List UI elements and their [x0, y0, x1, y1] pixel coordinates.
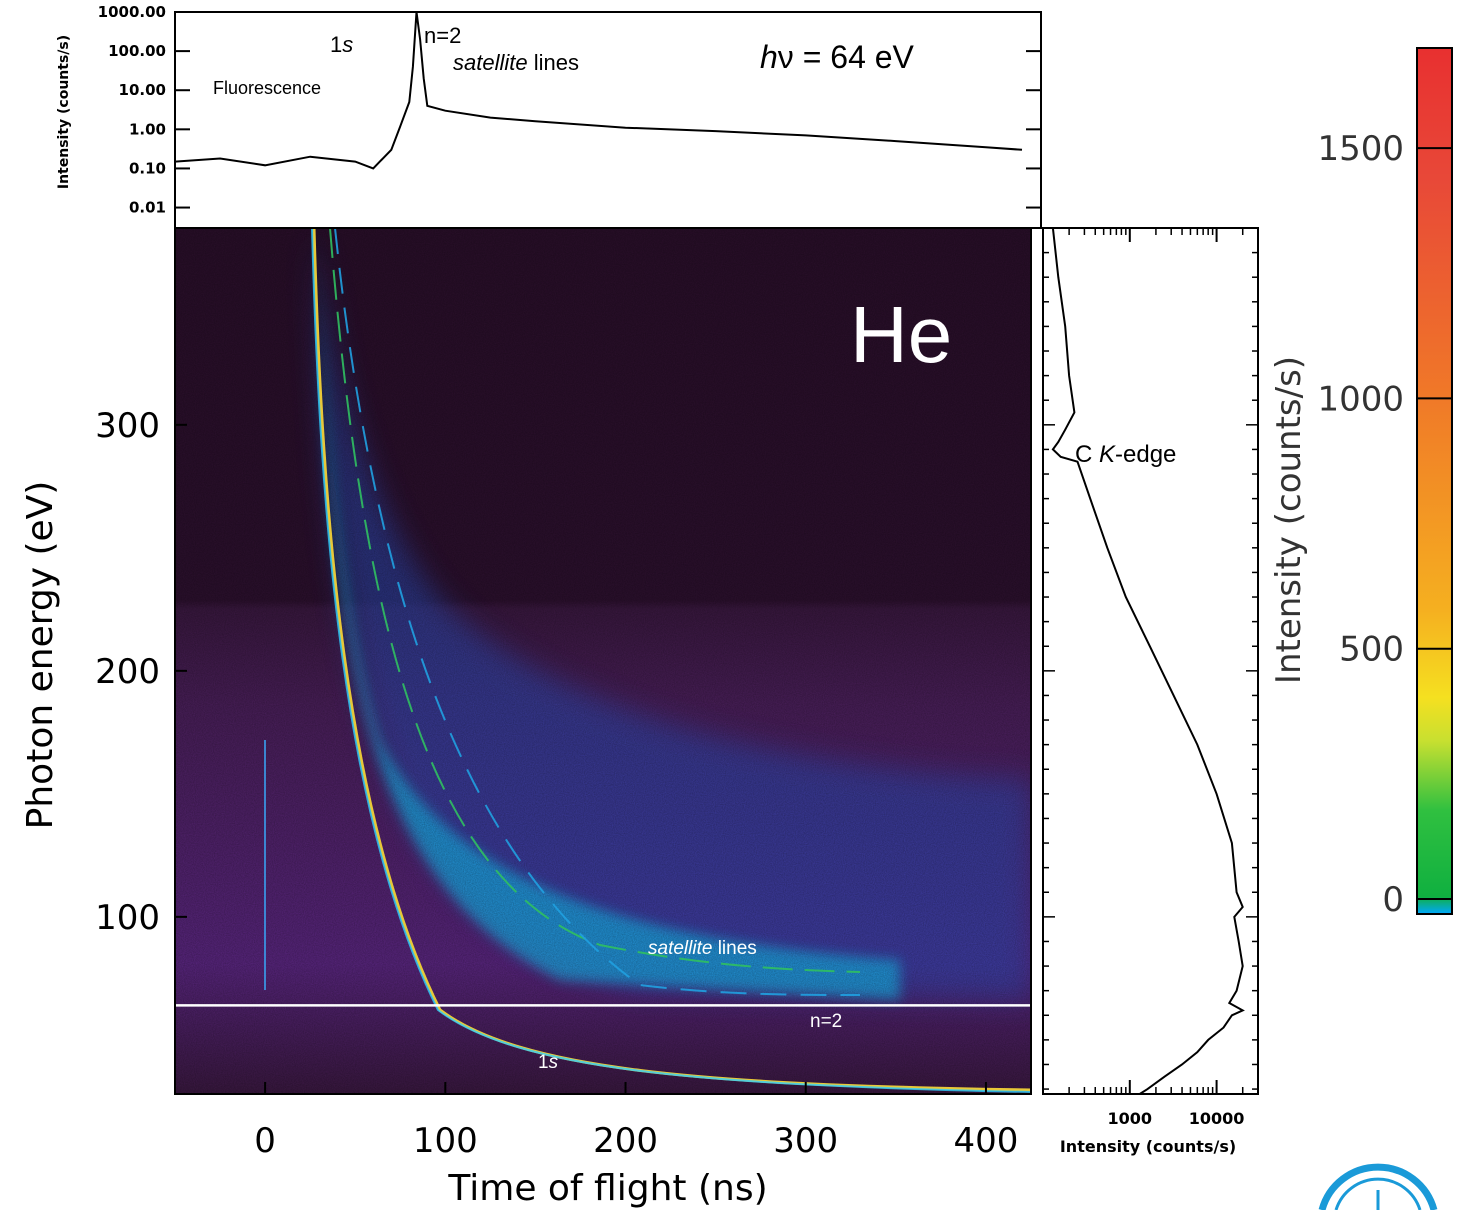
right-spectrum-line: [1051, 227, 1245, 1095]
main-y-tick-label: 100: [95, 898, 160, 938]
top-y-tick-label: 1.00: [129, 120, 166, 138]
top-y-tick-label: 0.01: [129, 199, 166, 217]
right-spectrum-panel: 1000 10000 C K-edge Intensity (counts/s): [1042, 227, 1259, 1156]
main-x-tick-label: 100: [413, 1121, 478, 1161]
right-x-axis-label: Intensity (counts/s): [1060, 1137, 1236, 1156]
one-s-line-glow: [311, 228, 1031, 1093]
main-x-tick-label: 400: [953, 1121, 1018, 1161]
element-label: He: [850, 290, 952, 379]
map-n2-label: n=2: [810, 1011, 842, 1032]
colorbar-tick-label: 1000: [1317, 379, 1404, 419]
top-y-tick-label: 100.00: [108, 42, 166, 60]
top-spectrum-panel: 1000.00 100.00 10.00 1.00 0.10 0.01 Intensity…: [56, 3, 1042, 229]
top-y-axis-label: Intensity (counts/s): [56, 35, 72, 189]
top-y-tick-label: 1000.00: [98, 3, 166, 21]
main-x-ticks: 0 100 200 300 400: [254, 1082, 1018, 1161]
main-x-axis-label: Time of flight (ns): [447, 1168, 767, 1209]
map-1s-label: 1s: [538, 1052, 559, 1073]
top-plot-frame: [174, 11, 1042, 229]
colorbar-label: Intensity (counts/s): [1269, 356, 1309, 684]
main-x-tick-label: 300: [773, 1121, 838, 1161]
colorbar-ticks: 0 500 1000 1500: [1317, 129, 1452, 920]
main-y-ticks: 100 200 300: [95, 406, 187, 938]
colorbar: 0 500 1000 1500 Intensity (counts/s): [1269, 47, 1453, 920]
top-y-ticks: 1000.00 100.00 10.00 1.00 0.10 0.01: [98, 3, 1041, 217]
main-x-tick-label: 0: [254, 1121, 276, 1161]
fluorescence-label: Fluorescence: [213, 78, 321, 98]
main-y-tick-label: 300: [95, 406, 160, 446]
map-satellite-label: satellite lines: [648, 938, 757, 959]
map-frame: [174, 227, 1032, 1095]
main-map-panel: 0 100 200 300 400 100 200 300 Time of flight (…: [20, 227, 1032, 1209]
right-x-tick-label: 10000: [1189, 1109, 1245, 1128]
main-x-tick-label: 200: [593, 1121, 658, 1161]
colorbar-tick-label: 1500: [1317, 129, 1404, 169]
right-plot-frame: [1042, 227, 1259, 1095]
colorbar-tick-label: 500: [1339, 630, 1404, 670]
top-satellite-label: satellite lines: [453, 50, 579, 75]
top-n2-label: n=2: [424, 23, 461, 48]
right-y-ticks: [1043, 251, 1258, 1090]
satellite-curve-1: [329, 228, 861, 973]
satellite-curve-2: [334, 228, 861, 996]
c-k-edge-label: C K-edge: [1075, 441, 1176, 468]
logo-icon: [1318, 1163, 1438, 1210]
top-y-tick-label: 10.00: [119, 81, 166, 99]
main-y-axis-label: Photon energy (eV): [20, 481, 61, 830]
main-y-tick-label: 200: [95, 652, 160, 692]
colorbar-tick-label: 0: [1382, 880, 1404, 920]
top-1s-label: 1s: [330, 32, 353, 57]
top-y-tick-label: 0.10: [129, 159, 166, 177]
top-spectrum-line: [175, 12, 1023, 170]
photon-energy-label: hν = 64 eV: [760, 39, 915, 75]
right-x-ticks: 1000 10000: [1068, 228, 1245, 1128]
right-x-tick-label: 1000: [1108, 1109, 1153, 1128]
heatmap-image: [175, 228, 1031, 1094]
colorbar-gradient: [1416, 47, 1453, 915]
